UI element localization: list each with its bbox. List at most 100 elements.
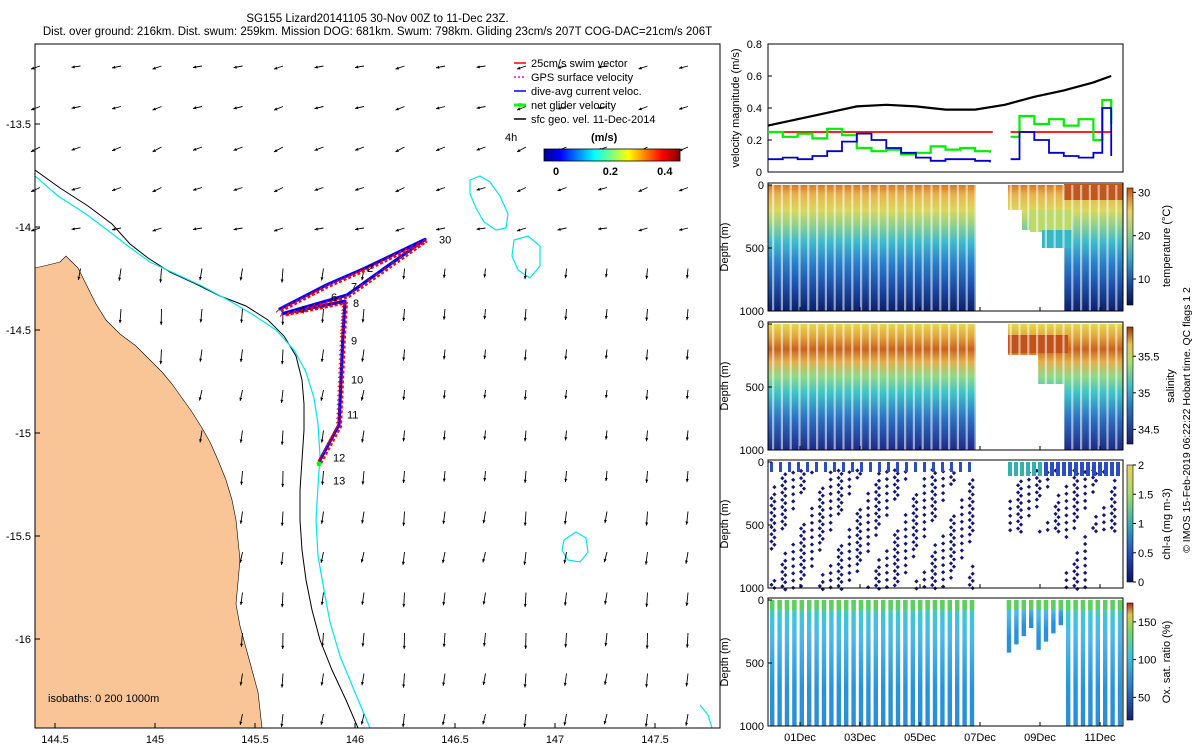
sfc-velocity-arrowhead — [564, 356, 568, 360]
sfc-velocity-arrowhead — [314, 65, 318, 69]
chla-point — [903, 556, 908, 561]
legend-label: dive-avg current veloc. — [531, 86, 642, 98]
oxygen-cast — [962, 600, 967, 726]
oxygen-cast — [1058, 600, 1063, 626]
chla-point — [836, 490, 841, 495]
day-label: 11 — [347, 409, 358, 421]
chla-point — [933, 543, 938, 548]
cast-gap — [807, 324, 810, 450]
sfc-velocity-arrowhead — [441, 559, 445, 564]
oxygen-cast — [836, 600, 841, 726]
swim-vector — [346, 274, 351, 279]
cast-gap — [1071, 185, 1074, 311]
sfc-velocity-arrowhead — [598, 227, 602, 231]
chla-point — [809, 506, 815, 511]
chla-point — [876, 565, 882, 570]
chla-surface — [923, 462, 926, 472]
section-ytick-label: 0 — [758, 595, 764, 607]
chla-point — [911, 547, 916, 552]
chla-point — [1045, 477, 1050, 482]
sfc-velocity-arrowhead — [361, 681, 365, 686]
colorbar-tick-label: 0 — [553, 166, 559, 178]
chla-point — [903, 520, 908, 525]
chla-point — [951, 528, 957, 533]
sfc-velocity-arrowhead — [523, 723, 527, 727]
map-ytick-label: -15.5 — [6, 531, 31, 543]
swim-vector — [336, 397, 341, 401]
chla-point — [948, 525, 954, 530]
dac-track — [278, 237, 427, 463]
sfc-velocity-arrowhead — [603, 519, 607, 524]
chla-point — [791, 477, 796, 482]
chla-surface — [860, 462, 863, 472]
chla-point — [820, 579, 825, 585]
chla-point — [801, 565, 807, 570]
swim-vector — [339, 330, 344, 335]
chla-point — [809, 513, 815, 518]
oxygen-surface — [947, 600, 952, 610]
chla-point — [1056, 522, 1061, 527]
chla-section-panel: 0 500 1000 Depth (m) 0 0.5 1 1.5 2 chl-a (mg m… — [719, 457, 1173, 595]
oxygen-cast — [1110, 600, 1115, 726]
colorbar-tick-label: 10 — [1138, 274, 1150, 286]
sfc-velocity-arrowhead — [645, 437, 649, 442]
colorbar-tick-label: 0 — [1138, 577, 1144, 589]
sfc-velocity-arrowhead — [280, 399, 284, 404]
sfc-velocity-arrowhead — [159, 279, 163, 283]
chla-surface — [824, 462, 827, 472]
chla-point — [884, 505, 890, 511]
oxygen-surface — [858, 600, 864, 610]
swim-vector — [338, 370, 342, 374]
oxygen-surface — [1021, 600, 1026, 610]
sfc-velocity-arrowhead — [320, 439, 324, 443]
map-xtick-label: 146.5 — [441, 734, 469, 746]
chla-point — [892, 482, 897, 487]
swim-vector — [337, 296, 341, 301]
sfc-velocity-arrowhead — [402, 396, 406, 400]
chla-point — [772, 542, 777, 547]
sfc-velocity-arrowhead — [598, 65, 602, 69]
map-axis-ticks: 144.5 145 145.5 146 146.5 147 147.5 -13.5 -14 -14… — [6, 119, 669, 746]
oxygen-casts — [770, 600, 1123, 726]
chla-point — [1015, 504, 1021, 510]
sfc-velocity-arrowhead — [402, 522, 406, 526]
chla-point — [967, 489, 972, 494]
chla-point — [1072, 569, 1077, 574]
sfc-velocity-arrowhead — [442, 682, 446, 686]
chla-point — [970, 571, 975, 576]
sfc-velocity-arrowhead — [442, 643, 446, 648]
chla-point — [1018, 508, 1024, 513]
swim-vector — [340, 320, 345, 325]
sfc-velocity-arrowhead — [645, 317, 649, 321]
chla-surface — [1110, 462, 1114, 476]
chla-point — [911, 496, 916, 501]
cast-gap — [789, 185, 792, 311]
chla-point — [1045, 484, 1050, 489]
chla-point — [1075, 550, 1080, 556]
swim-vector — [280, 306, 285, 311]
colorbar-tick-label: 20 — [1138, 231, 1150, 243]
chla-point — [1093, 478, 1099, 483]
sfc-velocity-arrowhead — [280, 522, 284, 526]
sfc-velocity-arrowhead — [159, 321, 163, 325]
cast-gap — [886, 324, 889, 450]
chla-point — [884, 491, 890, 496]
isobath-1000m-4 — [699, 704, 713, 728]
velocity-series — [767, 74, 1112, 127]
oxygen-cast — [1043, 600, 1049, 642]
chla-point — [930, 518, 935, 523]
sfc-velocity-arrowhead — [604, 394, 608, 399]
chla-point — [903, 476, 908, 482]
chla-point — [783, 551, 788, 556]
map-xtick-label: 145 — [146, 734, 164, 746]
sfc-velocity-arrowhead — [402, 275, 406, 280]
cast-gap — [1097, 185, 1100, 311]
chla-point — [809, 535, 815, 540]
chla-point — [817, 497, 822, 502]
sfc-velocity-arrowhead — [280, 279, 284, 283]
chla-point — [836, 497, 841, 502]
chla-point — [769, 503, 774, 508]
chla-casts — [769, 462, 1120, 592]
chla-point — [930, 482, 935, 487]
cast-gap — [1071, 324, 1074, 450]
